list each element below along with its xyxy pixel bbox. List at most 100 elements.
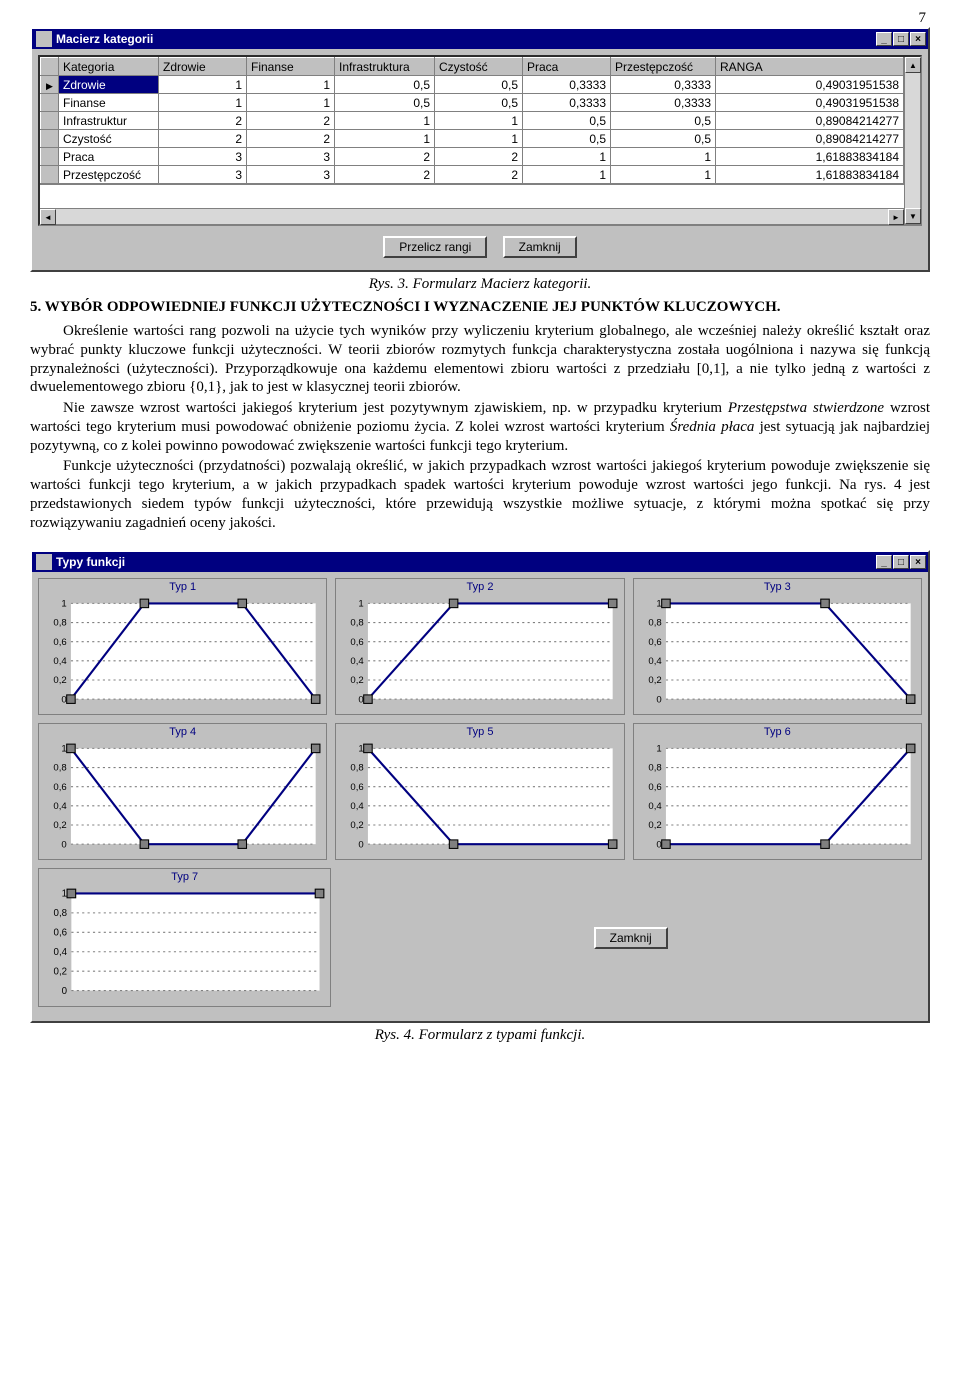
chart-title: Typ 2 xyxy=(336,579,623,597)
svg-text:0,2: 0,2 xyxy=(351,820,364,831)
column-header[interactable]: Przestępczość xyxy=(611,58,716,76)
svg-text:0,6: 0,6 xyxy=(351,782,364,793)
svg-text:0,4: 0,4 xyxy=(351,801,365,812)
table-cell: 1 xyxy=(611,166,716,184)
table-cell: 0,5 xyxy=(435,94,523,112)
svg-text:0,8: 0,8 xyxy=(351,618,364,629)
column-header[interactable]: Finanse xyxy=(247,58,335,76)
table-cell: Praca xyxy=(59,148,159,166)
svg-text:0,8: 0,8 xyxy=(53,618,66,629)
column-header[interactable]: Kategoria xyxy=(59,58,159,76)
table-row[interactable]: Praca3322111,61883834184 xyxy=(41,148,904,166)
table-cell: 1 xyxy=(435,130,523,148)
chart-plot: 10,80,60,40,20 xyxy=(39,742,326,859)
table-cell: 0,5 xyxy=(335,94,435,112)
svg-text:0,6: 0,6 xyxy=(53,782,66,793)
chart-plot: 10,80,60,40,20 xyxy=(336,742,623,859)
svg-text:1: 1 xyxy=(359,744,364,755)
chart-title: Typ 6 xyxy=(634,724,921,742)
table-cell: 0,89084214277 xyxy=(716,130,904,148)
row-marker xyxy=(41,130,59,148)
titlebar: Macierz kategorii _ □ × xyxy=(32,29,928,49)
table-cell: 2 xyxy=(247,112,335,130)
chart-plot: 10,80,60,40,20 xyxy=(336,597,623,714)
svg-text:0,2: 0,2 xyxy=(54,967,68,978)
svg-text:0: 0 xyxy=(62,986,68,997)
table-cell: 0,5 xyxy=(335,76,435,94)
svg-text:0,8: 0,8 xyxy=(54,908,68,919)
section-5-heading: 5. WYBÓR ODPOWIEDNIEJ FUNKCJI UŻYTECZNOŚ… xyxy=(30,299,930,316)
table-cell: 0,89084214277 xyxy=(716,112,904,130)
chart-title: Typ 1 xyxy=(39,579,326,597)
maximize-button[interactable]: □ xyxy=(893,555,909,569)
table-cell: 1,61883834184 xyxy=(716,166,904,184)
table-cell: 3 xyxy=(247,148,335,166)
column-header[interactable]: Czystość xyxy=(435,58,523,76)
table-cell: 0,3333 xyxy=(611,76,716,94)
function-type-chart: Typ 110,80,60,40,20 xyxy=(38,578,327,715)
table-cell: 1 xyxy=(159,76,247,94)
row-marker xyxy=(41,112,59,130)
table-cell: 0,49031951538 xyxy=(716,76,904,94)
svg-text:0,6: 0,6 xyxy=(351,637,364,648)
svg-text:0,4: 0,4 xyxy=(54,947,68,958)
svg-text:0,8: 0,8 xyxy=(351,763,364,774)
window-macierz-kategorii: Macierz kategorii _ □ × KategoriaZdrowie… xyxy=(30,27,930,272)
table-cell: 2 xyxy=(247,130,335,148)
maximize-button[interactable]: □ xyxy=(893,32,909,46)
table-row[interactable]: Czystość22110,50,50,89084214277 xyxy=(41,130,904,148)
table-cell: 0,5 xyxy=(523,112,611,130)
table-cell: 3 xyxy=(159,166,247,184)
table-cell: 0,49031951538 xyxy=(716,94,904,112)
svg-text:0: 0 xyxy=(61,840,66,851)
close-dialog-button[interactable]: Zamknij xyxy=(503,236,577,258)
svg-text:0,4: 0,4 xyxy=(351,656,365,667)
column-header[interactable]: Praca xyxy=(523,58,611,76)
v-scrollbar[interactable]: ▲ ▼ xyxy=(904,57,920,224)
scroll-up-icon[interactable]: ▲ xyxy=(905,57,921,73)
svg-text:0,8: 0,8 xyxy=(648,763,661,774)
table-cell: 2 xyxy=(435,148,523,166)
row-marker xyxy=(41,94,59,112)
table-cell: 0,3333 xyxy=(523,76,611,94)
scroll-down-icon[interactable]: ▼ xyxy=(905,208,921,224)
chart-title: Typ 3 xyxy=(634,579,921,597)
table-cell: 2 xyxy=(159,112,247,130)
svg-text:0,6: 0,6 xyxy=(648,782,661,793)
table-cell: 2 xyxy=(159,130,247,148)
table-cell: Infrastruktur xyxy=(59,112,159,130)
table-cell: 0,3333 xyxy=(523,94,611,112)
svg-text:0,6: 0,6 xyxy=(54,928,68,939)
scroll-left-icon[interactable]: ◄ xyxy=(40,209,56,225)
minimize-button[interactable]: _ xyxy=(876,32,892,46)
h-scrollbar[interactable]: ◄ ► xyxy=(40,208,904,224)
table-row[interactable]: Finanse110,50,50,33330,33330,49031951538 xyxy=(41,94,904,112)
category-matrix-grid[interactable]: KategoriaZdrowieFinanseInfrastrukturaCzy… xyxy=(38,55,922,226)
svg-text:0,8: 0,8 xyxy=(648,618,661,629)
column-header[interactable]: Zdrowie xyxy=(159,58,247,76)
close-button[interactable]: × xyxy=(910,32,926,46)
close-dialog-button[interactable]: Zamknij xyxy=(594,927,668,949)
row-marker xyxy=(41,166,59,184)
table-cell: 0,5 xyxy=(611,112,716,130)
column-header[interactable]: RANGA xyxy=(716,58,904,76)
table-cell: 2 xyxy=(335,148,435,166)
svg-text:0,2: 0,2 xyxy=(648,675,661,686)
table-row[interactable]: Przestępczość3322111,61883834184 xyxy=(41,166,904,184)
scroll-right-icon[interactable]: ► xyxy=(888,209,904,225)
table-cell: 1 xyxy=(611,148,716,166)
row-marker xyxy=(41,148,59,166)
column-header[interactable]: Infrastruktura xyxy=(335,58,435,76)
function-type-chart: Typ 510,80,60,40,20 xyxy=(335,723,624,860)
close-button[interactable]: × xyxy=(910,555,926,569)
table-row[interactable]: Infrastruktur22110,50,50,89084214277 xyxy=(41,112,904,130)
table-cell: Przestępczość xyxy=(59,166,159,184)
table-cell: 1 xyxy=(247,94,335,112)
recalc-button[interactable]: Przelicz rangi xyxy=(383,236,487,258)
svg-text:0,4: 0,4 xyxy=(648,801,662,812)
table-cell: 3 xyxy=(159,148,247,166)
minimize-button[interactable]: _ xyxy=(876,555,892,569)
table-row[interactable]: Zdrowie110,50,50,33330,33330,49031951538 xyxy=(41,76,904,94)
page-number: 7 xyxy=(30,10,930,27)
svg-text:1: 1 xyxy=(62,889,67,900)
